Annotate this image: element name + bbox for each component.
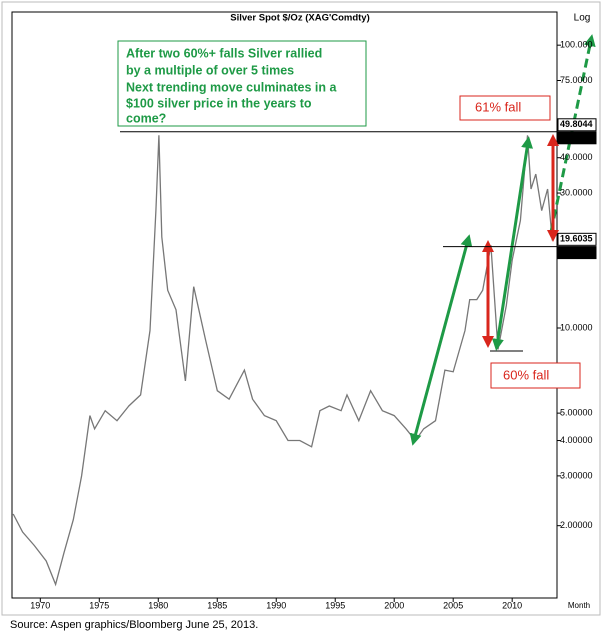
- plot-frame: [11, 11, 558, 599]
- fall-label: 60% fall: [503, 367, 549, 382]
- note-line: After two 60%+ falls Silver rallied: [126, 46, 322, 60]
- price-label-box: [557, 232, 597, 246]
- x-tick-label: 2005: [443, 600, 463, 610]
- note-line: $100 silver price in the years to: [126, 96, 312, 110]
- x-tick-label: 1970: [30, 600, 50, 610]
- y-tick-label: 3.00000: [560, 470, 593, 480]
- note-line: Next trending move culminates in a: [126, 80, 338, 94]
- green-arrow: [409, 234, 473, 446]
- price-label: 19.6035: [560, 234, 593, 244]
- x-tick-label: 1995: [325, 600, 345, 610]
- price-label: 19.3993: [560, 247, 593, 257]
- price-label: 49.8044: [560, 119, 593, 129]
- note-box: [117, 40, 367, 127]
- y-tick-label: 4.00000: [560, 435, 593, 445]
- x-axis-label: Month: [568, 601, 590, 610]
- note-line: by a multiple of over 5 times: [126, 63, 294, 77]
- price-label-box: [557, 118, 597, 132]
- source: Source: Aspen graphics/Bloomberg June 25…: [10, 619, 258, 631]
- x-tick-label: 1975: [89, 600, 109, 610]
- x-tick-label: 1990: [266, 600, 286, 610]
- price-label-box: [557, 246, 597, 260]
- price-label: 49.4000: [560, 132, 593, 142]
- x-tick-label: 2010: [502, 600, 522, 610]
- x-tick-label: 2000: [384, 600, 404, 610]
- fall-label: 61% fall: [475, 99, 521, 114]
- y-tick-label: 75.0000: [560, 75, 593, 85]
- y-tick-label: 100.000: [560, 40, 593, 50]
- fall-box: [490, 362, 581, 389]
- green-arrow: [491, 136, 534, 351]
- x-tick-label: 1985: [207, 600, 227, 610]
- x-tick-label: 1980: [148, 600, 168, 610]
- y-axis-label: Log: [574, 13, 591, 24]
- y-tick-label: 10.0000: [560, 322, 593, 332]
- price-label-box: [557, 131, 597, 145]
- y-tick-label: 40.0000: [560, 152, 593, 162]
- y-tick-label: 30.0000: [560, 187, 593, 197]
- fall-box: [459, 95, 551, 121]
- chart-title: Silver Spot $/Oz (XAG'Comdty): [230, 13, 370, 24]
- note-line: come?: [126, 111, 166, 125]
- y-tick-label: 2.00000: [560, 520, 593, 530]
- y-tick-label: 5.00000: [560, 408, 593, 418]
